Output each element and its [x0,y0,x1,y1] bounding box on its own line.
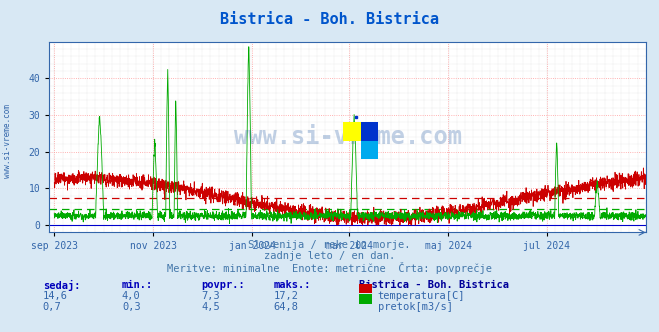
Bar [360,122,378,141]
Bar [343,122,360,141]
Bar [360,141,378,159]
Text: povpr.:: povpr.: [201,280,244,290]
Text: 4,5: 4,5 [201,302,219,312]
Text: 64,8: 64,8 [273,302,299,312]
Text: 17,2: 17,2 [273,291,299,301]
Text: 7,3: 7,3 [201,291,219,301]
Text: min.:: min.: [122,280,153,290]
Text: 0,3: 0,3 [122,302,140,312]
Text: Bistrica - Boh. Bistrica: Bistrica - Boh. Bistrica [359,280,509,290]
Text: sedaj:: sedaj: [43,280,80,290]
Text: Meritve: minimalne  Enote: metrične  Črta: povprečje: Meritve: minimalne Enote: metrične Črta:… [167,262,492,274]
Text: zadnje leto / en dan.: zadnje leto / en dan. [264,251,395,261]
Text: www.si-vreme.com: www.si-vreme.com [3,104,13,178]
Text: pretok[m3/s]: pretok[m3/s] [378,302,453,312]
Text: 14,6: 14,6 [43,291,68,301]
Text: 4,0: 4,0 [122,291,140,301]
Text: www.si-vreme.com: www.si-vreme.com [234,125,461,149]
Text: maks.:: maks.: [273,280,311,290]
Text: Bistrica - Boh. Bistrica: Bistrica - Boh. Bistrica [220,12,439,27]
Text: Slovenija / reke in morje.: Slovenija / reke in morje. [248,240,411,250]
Text: temperatura[C]: temperatura[C] [378,291,465,301]
Text: 0,7: 0,7 [43,302,61,312]
